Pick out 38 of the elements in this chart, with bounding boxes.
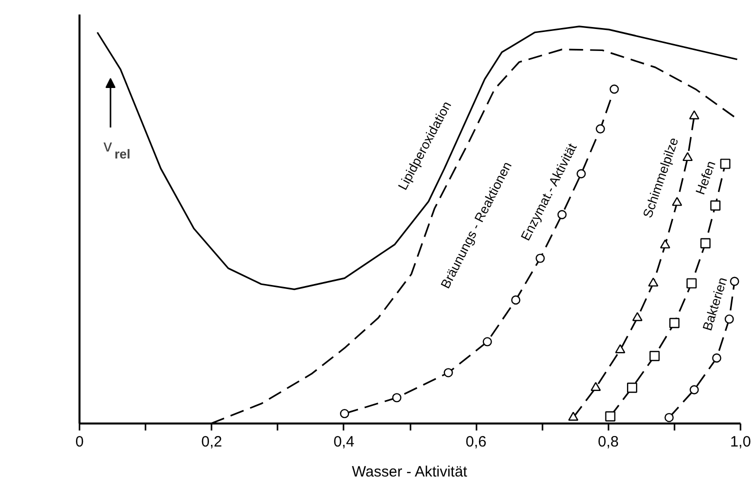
point: [660, 239, 670, 248]
point: [557, 210, 567, 220]
point: [596, 124, 605, 134]
point: [590, 382, 601, 391]
point: [682, 152, 693, 162]
point: [648, 278, 658, 287]
point: [664, 412, 674, 422]
point: [712, 353, 722, 363]
x-tick-label: 0,8: [598, 434, 619, 450]
point: [615, 344, 626, 354]
point: [511, 295, 520, 305]
point: [632, 312, 642, 322]
x-tick-label: 0,4: [333, 434, 354, 450]
point: [690, 385, 699, 394]
point: [605, 411, 616, 422]
point: [610, 84, 619, 94]
x-tick-label: 0,6: [466, 434, 487, 450]
point: [536, 254, 545, 263]
point: [568, 412, 578, 421]
point: [720, 158, 730, 169]
x-tick-label: 1,0: [730, 434, 751, 450]
point: [689, 110, 700, 120]
point: [340, 408, 350, 418]
point: [392, 393, 402, 402]
x-tick-label: 0: [75, 434, 84, 450]
point: [649, 350, 660, 362]
point: [730, 276, 740, 286]
point: [686, 278, 697, 288]
x-axis-title: Wasser - Aktivität: [352, 464, 468, 480]
point: [626, 382, 638, 393]
point: [482, 337, 492, 346]
point: [576, 169, 586, 178]
point: [700, 238, 711, 248]
point: [710, 200, 720, 211]
text: Hefen: [692, 158, 718, 197]
x-tick-label: 0,2: [201, 434, 222, 450]
point: [444, 368, 453, 378]
point: [669, 318, 680, 328]
